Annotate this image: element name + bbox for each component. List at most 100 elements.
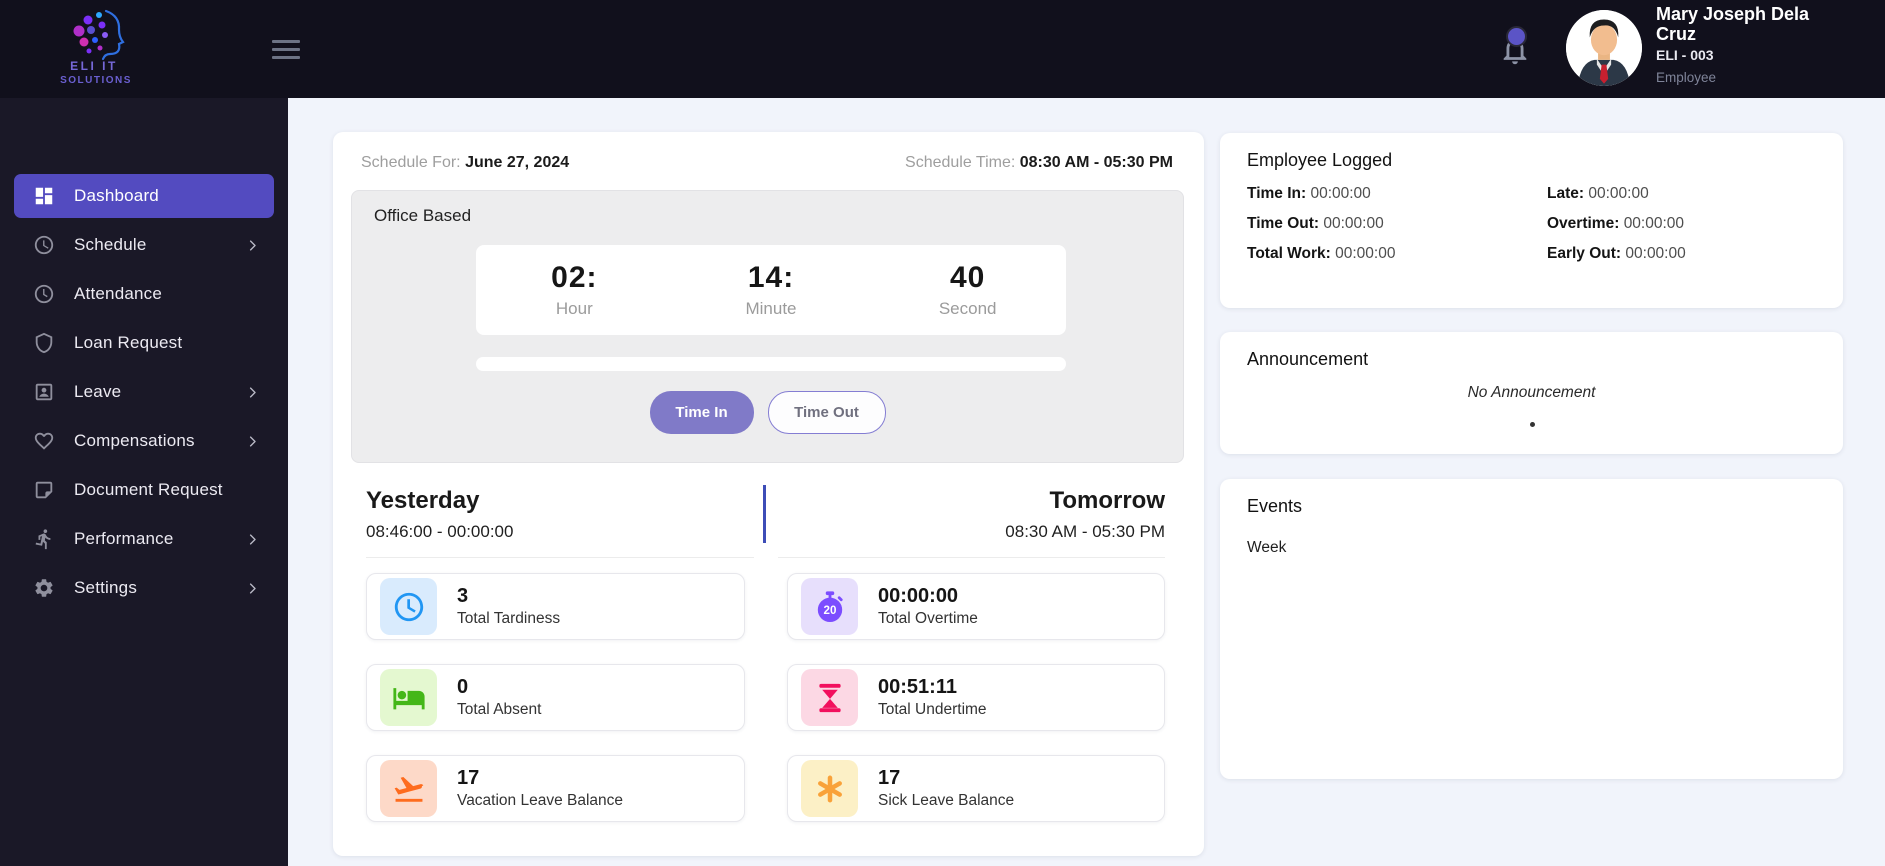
svg-text:ELI IT: ELI IT (70, 59, 118, 73)
clock-minute-value: 14: (747, 261, 795, 294)
clock-hour-label: Hour (555, 299, 593, 318)
day-divider (763, 485, 766, 543)
yesterday-summary: Yesterday 08:46:00 - 00:00:00 (366, 487, 754, 558)
stat-label: Total Overtime (878, 610, 978, 627)
sidebar-item-dashboard[interactable]: Dashboard (14, 174, 274, 218)
employee-logged-card: Employee Logged Time In: 00:00:00 Time O… (1220, 133, 1843, 308)
gear-icon (33, 577, 55, 599)
logged-time-out: Time Out: 00:00:00 (1247, 215, 1384, 232)
sidebar-item-label: Attendance (74, 284, 163, 303)
sidebar-toggle-hamburger-icon[interactable] (272, 40, 300, 60)
svg-text:SOLUTIONS: SOLUTIONS (60, 75, 132, 86)
yesterday-time-range: 08:46:00 - 00:00:00 (366, 522, 514, 541)
sidebar-item-settings[interactable]: Settings (14, 566, 274, 610)
clock-icon (33, 234, 55, 256)
shift-progress-bar (476, 357, 1066, 371)
sidebar-item-loan-request[interactable]: Loan Request (14, 321, 274, 365)
stat-value: 00:00:00 (878, 585, 959, 607)
sidebar-item-label: Dashboard (74, 186, 159, 205)
office-based-timeclock-card: Office Based 02: Hour 14: Minute 40 Seco… (351, 190, 1184, 463)
schedule-for: Schedule For: June 27, 2024 (361, 154, 569, 172)
stat-value: 00:51:11 (878, 676, 957, 698)
sidebar-item-compensations[interactable]: Compensations (14, 419, 274, 463)
clock-hour-column: 02: Hour (476, 261, 673, 319)
yesterday-title: Yesterday (366, 487, 480, 514)
office-based-title: Office Based (374, 206, 472, 225)
stat-label: Total Absent (457, 701, 542, 718)
clock-second-label: Second (938, 299, 997, 318)
chevron-right-icon (245, 434, 260, 449)
company-logo: ELI IT SOLUTIONS (60, 9, 132, 86)
announcement-card: Announcement No Announcement (1220, 332, 1843, 454)
logged-late: Late: 00:00:00 (1547, 185, 1649, 202)
heart-icon (33, 430, 55, 452)
top-navigation-bar: ELI IT SOLUTIONS Mary Joseph Dela Cruz E… (0, 0, 1885, 98)
stat-label: Sick Leave Balance (878, 792, 1015, 809)
logged-time-in: Time In: 00:00:00 (1247, 185, 1371, 202)
events-title: Events (1247, 496, 1303, 516)
carousel-dot[interactable] (1529, 422, 1535, 427)
stat-value: 0 (457, 676, 469, 698)
user-avatar[interactable] (1566, 10, 1642, 86)
schedule-header-row: Schedule For: June 27, 2024 Schedule Tim… (361, 154, 1173, 172)
sidebar-item-attendance[interactable]: Attendance (14, 272, 274, 316)
clock-icon (380, 578, 437, 635)
user-info[interactable]: Mary Joseph Dela Cruz ELI - 003 Employee (1656, 4, 1841, 85)
announcement-empty-text: No Announcement (1467, 384, 1596, 401)
sidebar-item-schedule[interactable]: Schedule (14, 223, 274, 267)
clock-outline-icon (33, 283, 55, 305)
stat-card-sick-leave-balance: 17 Sick Leave Balance (787, 755, 1165, 822)
sidebar-item-label: Schedule (74, 235, 147, 254)
stat-value: 3 (457, 585, 469, 607)
sidebar-item-document-request[interactable]: Document Request (14, 468, 274, 512)
stat-card-total-absent: 0 Total Absent (366, 664, 745, 731)
stat-value: 17 (457, 767, 480, 789)
announcement-title: Announcement (1247, 349, 1369, 369)
tomorrow-time-range: 08:30 AM - 05:30 PM (1005, 522, 1165, 541)
schedule-time-label: Schedule Time: (905, 154, 1016, 171)
document-icon (33, 479, 55, 501)
stat-label: Vacation Leave Balance (457, 792, 624, 809)
sidebar-item-label: Loan Request (74, 333, 183, 352)
chevron-right-icon (245, 581, 260, 596)
events-card: Events Week (1220, 479, 1843, 779)
clock-second-value: 40 (949, 261, 986, 294)
airplane-takeoff-icon (380, 760, 437, 817)
stopwatch-20-icon: 20 (801, 578, 858, 635)
time-in-button[interactable]: Time In (649, 391, 754, 434)
logged-overtime: Overtime: 00:00:00 (1547, 215, 1685, 232)
notifications-button[interactable] (1498, 26, 1534, 70)
stat-card-vacation-leave-balance: 17 Vacation Leave Balance (366, 755, 745, 822)
stat-card-total-overtime: 20 00:00:00 Total Overtime (787, 573, 1165, 640)
logged-total-work: Total Work: 00:00:00 (1247, 245, 1396, 262)
user-employee-id: ELI - 003 (1656, 47, 1714, 63)
events-week-label: Week (1247, 539, 1287, 556)
dashboard-grid-icon (33, 185, 55, 207)
sidebar-item-performance[interactable]: Performance (14, 517, 274, 561)
time-out-button[interactable]: Time Out (767, 391, 886, 434)
stat-label: Total Undertime (878, 701, 987, 718)
runner-icon (33, 528, 55, 550)
notification-badge (1506, 26, 1527, 47)
hourglass-icon (801, 669, 858, 726)
clock-minute-label: Minute (745, 299, 797, 318)
dashboard-main-card: Schedule For: June 27, 2024 Schedule Tim… (333, 132, 1204, 856)
shield-icon (33, 332, 55, 354)
sidebar-item-leave[interactable]: Leave (14, 370, 274, 414)
logged-early-out: Early Out: 00:00:00 (1547, 245, 1686, 262)
sidebar: Dashboard Schedule Attendance Loan Reque… (0, 98, 288, 866)
chevron-right-icon (245, 238, 260, 253)
asterisk-icon (801, 760, 858, 817)
sidebar-item-label: Compensations (74, 431, 195, 450)
sidebar-item-label: Leave (74, 382, 122, 401)
schedule-for-label: Schedule For: (361, 154, 461, 171)
clock-second-column: 40 Second (869, 261, 1066, 319)
sidebar-item-label: Settings (74, 578, 138, 597)
sidebar-item-label: Document Request (74, 480, 223, 499)
stat-label: Total Tardiness (457, 610, 561, 627)
user-name: Mary Joseph Dela Cruz (1656, 4, 1810, 44)
tomorrow-summary: Tomorrow 08:30 AM - 05:30 PM (778, 487, 1165, 558)
clock-hour-value: 02: (551, 261, 598, 294)
employee-logged-title: Employee Logged (1247, 150, 1393, 170)
chevron-right-icon (245, 532, 260, 547)
